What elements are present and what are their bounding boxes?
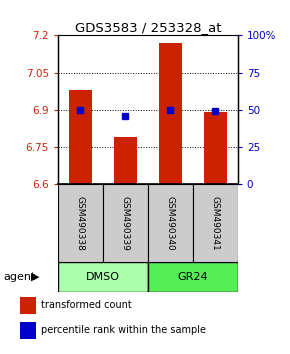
Bar — [58, 184, 103, 262]
Bar — [159, 43, 182, 184]
Title: GDS3583 / 253328_at: GDS3583 / 253328_at — [75, 21, 221, 34]
Bar — [114, 137, 137, 184]
Text: transformed count: transformed count — [41, 301, 132, 310]
Bar — [103, 184, 148, 262]
Text: GSM490341: GSM490341 — [211, 196, 220, 250]
Bar — [58, 262, 148, 292]
Text: GSM490338: GSM490338 — [76, 195, 85, 251]
Bar — [148, 184, 193, 262]
Bar — [148, 262, 238, 292]
Bar — [20, 297, 36, 314]
Text: GSM490340: GSM490340 — [166, 196, 175, 250]
Bar — [20, 322, 36, 339]
Bar — [69, 90, 92, 184]
Text: ▶: ▶ — [30, 272, 39, 282]
Text: GSM490339: GSM490339 — [121, 195, 130, 251]
Text: DMSO: DMSO — [86, 272, 120, 282]
Bar — [193, 184, 238, 262]
Text: agent: agent — [3, 272, 35, 282]
Text: GR24: GR24 — [177, 272, 208, 282]
Bar — [204, 112, 226, 184]
Text: percentile rank within the sample: percentile rank within the sample — [41, 325, 206, 335]
